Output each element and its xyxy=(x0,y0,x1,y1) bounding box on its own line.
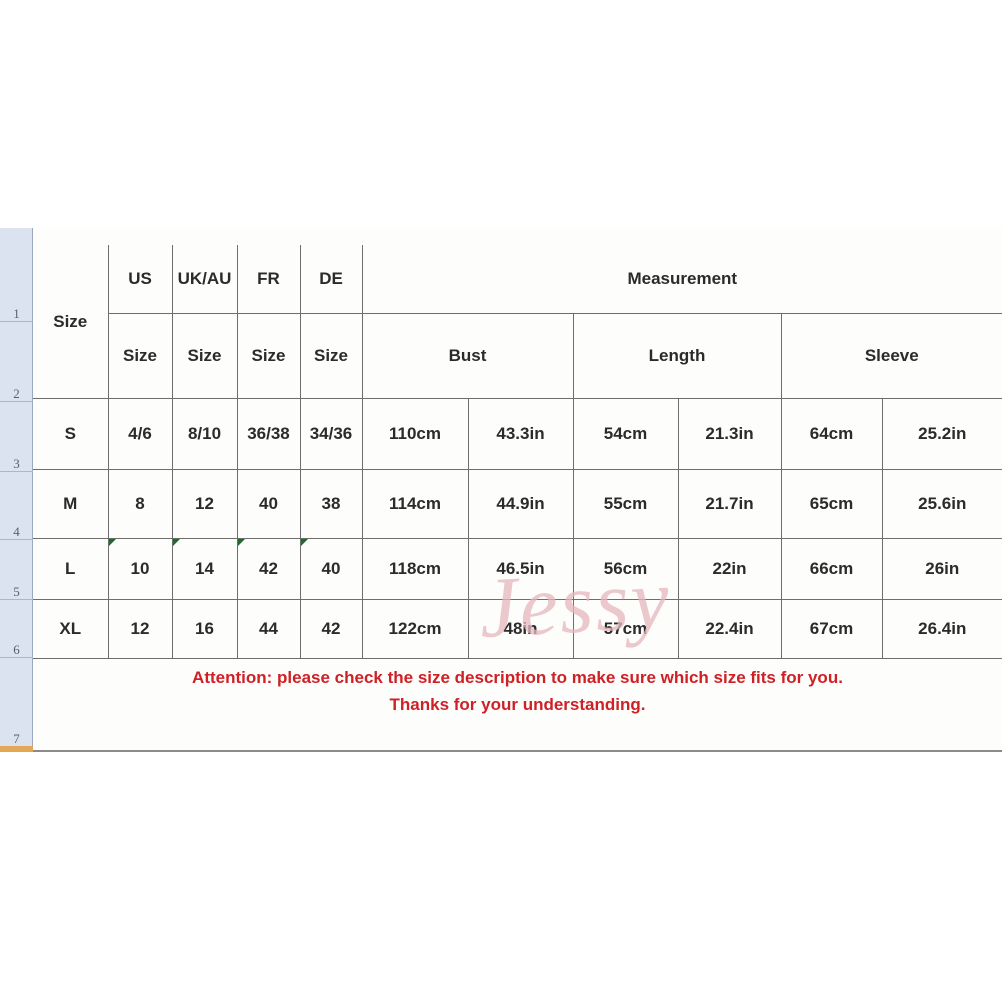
attention-note-line-1: Attention: please check the size descrip… xyxy=(192,668,843,687)
gutter-row-1[interactable]: 1 xyxy=(0,228,33,322)
gutter-row-3-label: 3 xyxy=(13,456,20,471)
cell-uk-au-value: 14 xyxy=(195,559,214,578)
header-region-ukau: UK/AU xyxy=(171,245,238,314)
cell-uk-au: 8/10 xyxy=(171,398,238,470)
gutter-row-5-label: 5 xyxy=(13,584,20,599)
header-region-de: DE xyxy=(299,245,363,314)
cell-fr: 40 xyxy=(236,469,301,539)
cell-sleeve-cm: 66cm xyxy=(780,538,883,600)
spreadsheet-canvas: 1 2 3 4 5 6 7 Size xyxy=(0,228,1002,752)
header-group-length: Length xyxy=(572,313,782,399)
cell-bust-in: 48in xyxy=(467,599,574,659)
cell-bust-in: 46.5in xyxy=(467,538,574,600)
cell-us: 12 xyxy=(107,599,173,659)
header-sub-de-size: Size xyxy=(299,313,363,399)
header-measurement-label: Measurement xyxy=(361,245,1002,314)
header-sub-us-size: Size xyxy=(107,313,173,399)
row-size-label: S xyxy=(33,398,109,470)
cell-uk-au: 14 xyxy=(171,538,238,600)
header-sub-ukau-size: Size xyxy=(171,313,238,399)
table-row: L 10 14 42 40 118cm 46.5in 56cm 22in 66c… xyxy=(33,538,1002,600)
row-size-label: XL xyxy=(33,599,109,659)
cell-sleeve-in: 26in xyxy=(881,538,1002,600)
header-group-sleeve: Sleeve xyxy=(780,313,1002,399)
cell-bust-cm: 122cm xyxy=(361,599,469,659)
cell-bust-cm: 110cm xyxy=(361,398,469,470)
cell-de: 34/36 xyxy=(299,398,363,470)
cell-length-cm: 56cm xyxy=(572,538,679,600)
row-size-label: L xyxy=(33,538,109,600)
cell-us: 4/6 xyxy=(107,398,173,470)
gutter-row-2-label: 2 xyxy=(13,386,20,401)
cell-uk-au: 12 xyxy=(171,469,238,539)
attention-note: Attention: please check the size descrip… xyxy=(33,664,1002,718)
cell-de: 42 xyxy=(299,599,363,659)
cell-bust-in: 44.9in xyxy=(467,469,574,539)
comment-marker-icon xyxy=(300,539,308,546)
sheet-bottom-rule xyxy=(33,750,1002,752)
cell-length-in: 22.4in xyxy=(677,599,782,659)
gutter-row-6-label: 6 xyxy=(13,642,20,657)
row-size-label: M xyxy=(33,469,109,539)
size-chart-container: Size US UK/AU FR DE Measurement Size Siz… xyxy=(33,228,1002,752)
cell-fr: 42 xyxy=(236,538,301,600)
cell-length-cm: 57cm xyxy=(572,599,679,659)
cell-fr: 36/38 xyxy=(236,398,301,470)
cell-sleeve-in: 26.4in xyxy=(881,599,1002,659)
cell-de: 40 xyxy=(299,538,363,600)
size-chart-table: Size US UK/AU FR DE Measurement Size Siz… xyxy=(33,245,1002,659)
row-number-gutter: 1 2 3 4 5 6 7 xyxy=(0,228,33,752)
gutter-row-5[interactable]: 5 xyxy=(0,540,33,600)
table-header-row-sub: Size Size Size Size Bust Length Sleeve xyxy=(33,313,1002,399)
cell-bust-in: 43.3in xyxy=(467,398,574,470)
cell-us-value: 10 xyxy=(130,559,150,578)
table-row: S 4/6 8/10 36/38 34/36 110cm 43.3in 54cm… xyxy=(33,398,1002,470)
cell-length-in: 21.7in xyxy=(677,469,782,539)
table-header-row-top: Size US UK/AU FR DE Measurement xyxy=(33,245,1002,399)
comment-marker-icon xyxy=(237,539,245,546)
cell-fr: 44 xyxy=(236,599,301,659)
cell-sleeve-cm: 64cm xyxy=(780,398,883,470)
header-group-bust: Bust xyxy=(361,313,574,399)
gutter-row-7[interactable]: 7 xyxy=(0,658,33,746)
header-size-label: Size xyxy=(33,245,109,399)
gutter-accent-bar xyxy=(0,746,33,752)
comment-marker-icon xyxy=(172,539,180,546)
gutter-row-1-label: 1 xyxy=(13,306,20,321)
gutter-row-3[interactable]: 3 xyxy=(0,402,33,472)
table-row: M 8 12 40 38 114cm 44.9in 55cm 21.7in 65… xyxy=(33,469,1002,539)
cell-sleeve-cm: 67cm xyxy=(780,599,883,659)
header-region-fr: FR xyxy=(236,245,301,314)
cell-fr-value: 42 xyxy=(259,559,278,578)
cell-length-in: 22in xyxy=(677,538,782,600)
cell-sleeve-in: 25.6in xyxy=(881,469,1002,539)
cell-length-in: 21.3in xyxy=(677,398,782,470)
cell-sleeve-cm: 65cm xyxy=(780,469,883,539)
attention-note-line-2: Thanks for your understanding. xyxy=(389,695,646,714)
cell-uk-au: 16 xyxy=(171,599,238,659)
cell-sleeve-in: 25.2in xyxy=(881,398,1002,470)
cell-de-value: 40 xyxy=(321,559,341,578)
comment-marker-icon xyxy=(108,539,116,546)
header-sub-fr-size: Size xyxy=(236,313,301,399)
gutter-row-4[interactable]: 4 xyxy=(0,472,33,540)
gutter-row-7-label: 7 xyxy=(13,731,20,746)
table-row: XL 12 16 44 42 122cm 48in 57cm 22.4in 67… xyxy=(33,599,1002,659)
cell-length-cm: 55cm xyxy=(572,469,679,539)
cell-length-cm: 54cm xyxy=(572,398,679,470)
gutter-row-4-label: 4 xyxy=(13,524,20,539)
cell-de: 38 xyxy=(299,469,363,539)
gutter-row-6[interactable]: 6 xyxy=(0,600,33,658)
cell-bust-cm: 118cm xyxy=(361,538,469,600)
cell-us: 8 xyxy=(107,469,173,539)
header-region-us: US xyxy=(107,245,173,314)
cell-us: 10 xyxy=(107,538,173,600)
cell-bust-cm: 114cm xyxy=(361,469,469,539)
gutter-row-2[interactable]: 2 xyxy=(0,322,33,402)
